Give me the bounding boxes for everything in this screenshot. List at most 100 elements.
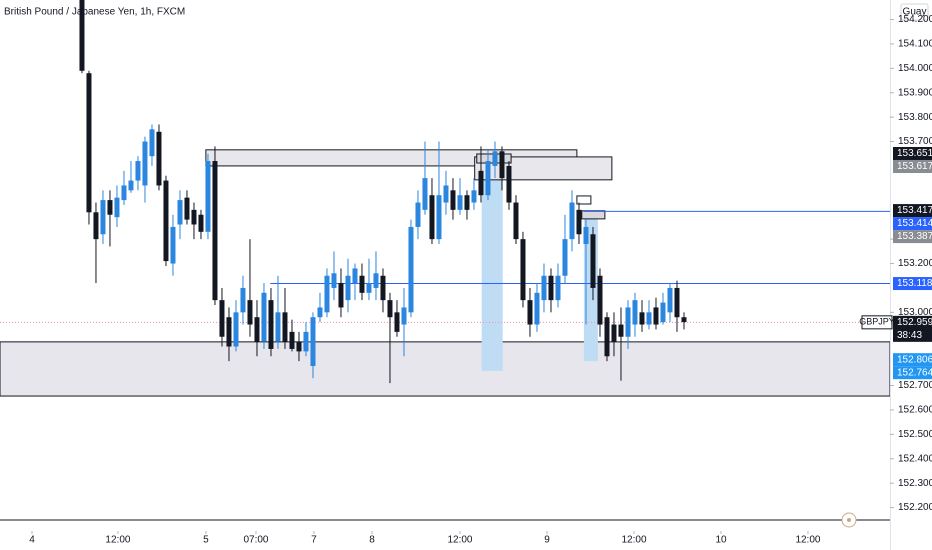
chart-title: British Pound / Japanese Yen, 1h, FXCM	[4, 7, 185, 18]
candle-body	[142, 141, 148, 186]
plot-area	[0, 0, 891, 397]
y-tick-label: 154.000	[898, 63, 932, 74]
candle-body	[338, 283, 344, 308]
candle-body	[408, 226, 414, 313]
candle-body	[121, 185, 127, 201]
candle-body	[254, 317, 260, 342]
candle-body	[93, 212, 99, 240]
y-tick-label: 152.300	[898, 478, 932, 489]
price-marker	[893, 366, 932, 380]
candle-body	[485, 161, 491, 196]
candle-body	[177, 200, 183, 225]
candle-body	[282, 312, 288, 342]
candle-body	[345, 275, 351, 301]
candle-body	[114, 197, 120, 218]
y-tick-label: 152.600	[898, 405, 932, 416]
price-marker	[893, 315, 932, 342]
x-tick-label: 12:00	[795, 535, 820, 546]
candle-body	[359, 275, 365, 293]
price-marker	[893, 146, 932, 160]
candle-body	[653, 307, 659, 325]
candle-body	[422, 178, 428, 210]
candle-body	[506, 165, 512, 203]
button-label[interactable]: Guay	[903, 7, 927, 18]
zone	[481, 159, 503, 371]
x-tick-label: 10	[715, 535, 727, 546]
x-tick-label: 4	[29, 535, 35, 546]
candle-body	[303, 331, 309, 352]
candle-body	[380, 275, 386, 301]
candle-body	[534, 292, 540, 325]
candle-body	[100, 200, 106, 235]
candle-body	[387, 300, 393, 318]
candle-body	[499, 151, 505, 179]
price-marker	[893, 159, 932, 173]
candle-body	[436, 195, 442, 240]
button[interactable]	[900, 3, 929, 21]
countdown: 38:43	[897, 330, 922, 341]
candle-body	[555, 275, 561, 301]
candle-body	[184, 197, 190, 220]
candle-body	[170, 226, 176, 264]
candle-body	[373, 273, 379, 288]
candle-body	[394, 312, 400, 332]
x-tick-label: 07:00	[243, 535, 268, 546]
candle-body	[562, 239, 568, 276]
candle-body	[86, 73, 92, 213]
candle-body	[583, 226, 589, 245]
candle-body	[156, 131, 162, 186]
candle-body	[149, 129, 155, 157]
candle-body	[646, 312, 652, 325]
candle-body	[401, 307, 407, 325]
candle-body	[352, 268, 358, 284]
candle-body	[247, 300, 253, 325]
y-tick-label: 154.200	[898, 14, 932, 25]
candle-body	[618, 324, 624, 337]
candle-body	[478, 170, 484, 196]
zone	[0, 341, 891, 397]
y-tick-label: 153.000	[898, 307, 932, 318]
candle-body	[513, 202, 519, 240]
candle-body	[310, 317, 316, 367]
candle-body	[317, 307, 323, 318]
price-marker-label: 152.806	[897, 354, 932, 365]
y-tick-label: 152.700	[898, 380, 932, 391]
price-marker	[893, 353, 932, 367]
candle-body	[443, 185, 449, 203]
candle-body	[611, 324, 617, 342]
candle-body	[660, 302, 666, 323]
price-marker-label: 153.414	[897, 218, 932, 229]
candle-body	[331, 273, 337, 288]
candle-body	[296, 341, 302, 352]
candle-body	[128, 180, 134, 191]
price-marker-label: 153.387	[897, 231, 932, 242]
symbol-label: GBPJPY	[859, 317, 895, 327]
candle-body	[450, 190, 456, 210]
x-tick-label: 7	[311, 535, 317, 546]
candle-body	[597, 275, 603, 325]
candle-body	[569, 202, 575, 240]
y-tick-label: 153.200	[898, 258, 932, 269]
candle-body	[667, 287, 673, 313]
candle-body	[674, 287, 680, 318]
candle-body	[198, 214, 204, 232]
symbol-tag	[861, 315, 893, 330]
price-marker-label: 153.617	[897, 161, 932, 172]
candle-body	[520, 239, 526, 301]
x-tick-label: 9	[544, 535, 550, 546]
x-tick-label: 5	[203, 535, 209, 546]
candle-body	[219, 300, 225, 337]
candle-body	[135, 161, 141, 181]
price-marker	[893, 277, 932, 291]
candle-body	[415, 202, 421, 227]
candle-body	[226, 317, 232, 347]
candle-body	[275, 312, 281, 342]
y-tick-label: 152.400	[898, 453, 932, 464]
price-marker-label: 153.651	[897, 148, 932, 159]
candle-body	[205, 161, 211, 232]
candle-body	[324, 275, 330, 313]
candle-body	[625, 307, 631, 337]
candle-body	[548, 275, 554, 301]
price-marker	[893, 204, 932, 218]
